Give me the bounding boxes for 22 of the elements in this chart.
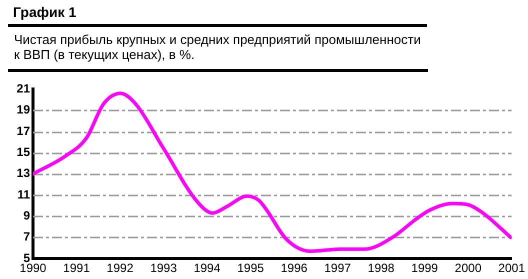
y-tick-label: 13 [16, 166, 30, 180]
x-tick-label: 1993 [150, 261, 178, 276]
x-tick-label: 1998 [368, 261, 395, 276]
y-tick-label: 9 [23, 208, 30, 223]
y-tick-label: 7 [23, 230, 30, 244]
y-tick-label: 21 [16, 82, 30, 96]
x-tick-label: 1997 [324, 261, 352, 276]
y-tick-label: 11 [17, 187, 30, 202]
x-tick-label: 1994 [194, 261, 221, 276]
x-tick-label: 2000 [454, 261, 482, 276]
x-tick-label: 1991 [63, 261, 90, 276]
x-tick-label: 1996 [280, 261, 308, 276]
x-tick-label: 1995 [237, 261, 264, 276]
chart-subtitle: Чистая прибыль крупных и средних предприятий промышленности к ВВП (в текущих ценах), в %. [8, 29, 428, 72]
chart-title: График 1 [8, 4, 427, 27]
x-tick-label: 2001 [498, 261, 526, 276]
y-tick-label: 15 [16, 145, 30, 160]
x-tick-label: 1999 [411, 261, 438, 276]
x-tick-label: 1992 [106, 261, 134, 276]
line-series [33, 92, 512, 253]
y-tick-label: 19 [16, 102, 30, 117]
y-tick-label: 17 [16, 124, 30, 138]
